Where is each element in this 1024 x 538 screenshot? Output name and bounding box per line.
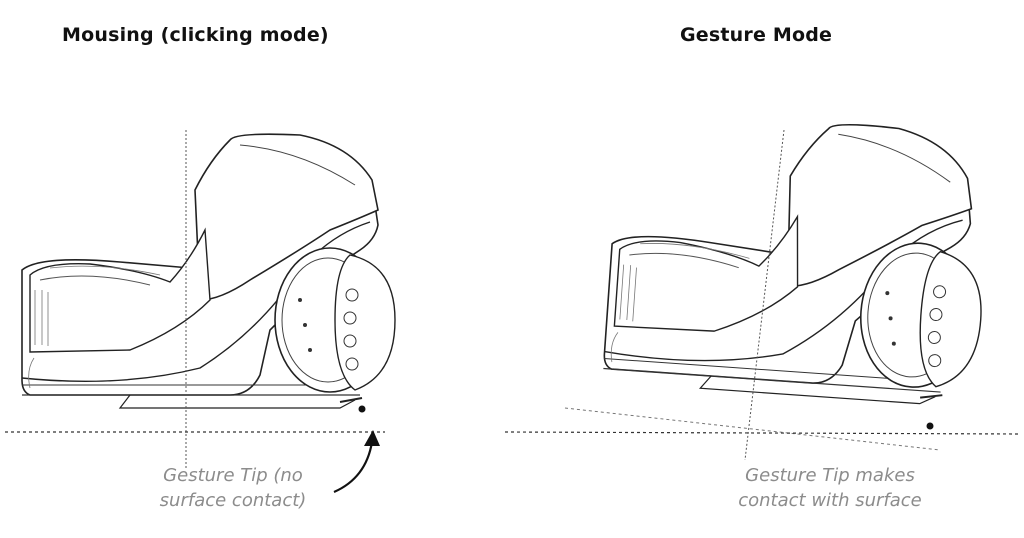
right-tilted-base-line — [564, 407, 941, 451]
right-caption-line1: Gesture Tip makes — [745, 465, 915, 486]
left-caption: Gesture Tip (no surface contact) — [118, 463, 348, 513]
right-surface-line — [504, 431, 1021, 435]
left-gesture-tip — [358, 405, 366, 413]
left-arrow-head — [364, 430, 380, 446]
right-gesture-tip — [926, 422, 934, 430]
right-device-drawing — [601, 107, 995, 409]
left-caption-line2: surface contact) — [159, 490, 307, 511]
left-device-drawing — [21, 133, 396, 409]
right-caption: Gesture Tip makes contact with surface — [700, 463, 960, 513]
left-caption-line1: Gesture Tip (no — [163, 465, 303, 486]
right-tilted-guide — [744, 129, 785, 461]
right-panel-title: Gesture Mode — [680, 24, 833, 46]
left-arrow — [333, 441, 374, 494]
left-panel-title: Mousing (clicking mode) — [62, 24, 329, 46]
right-caption-line2: contact with surface — [738, 490, 922, 511]
